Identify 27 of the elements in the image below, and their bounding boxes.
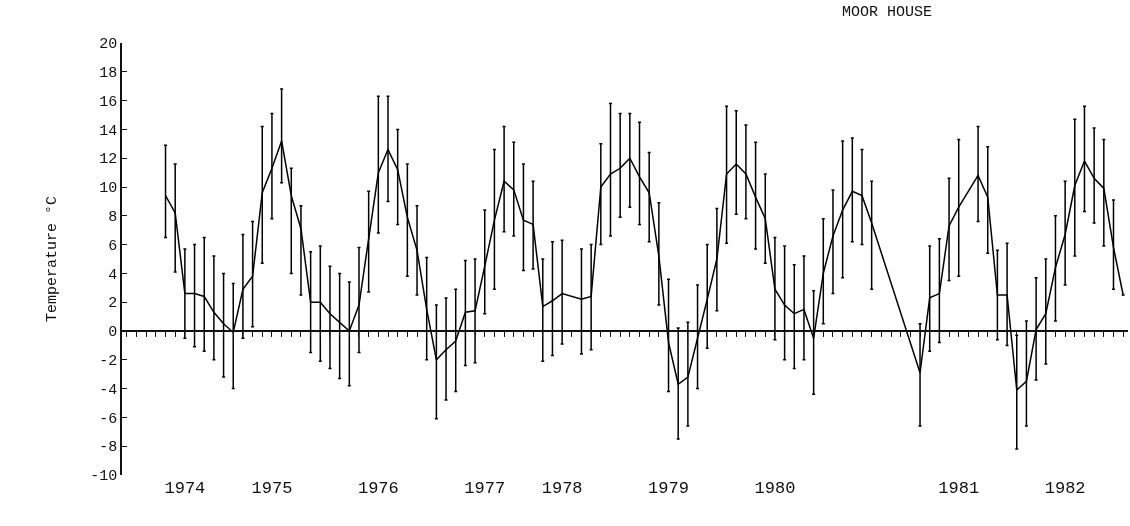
y-tick-label: 20 [99,36,118,54]
y-tick-label: -2 [99,353,118,371]
y-tick-label: 8 [108,209,118,227]
y-tick-label: -10 [90,468,118,486]
y-tick-label: 0 [108,324,118,342]
y-tick-label: 18 [99,65,118,83]
x-tick-label: 1974 [164,479,206,498]
x-tick-label: 1978 [541,479,583,498]
y-tick-label: 16 [99,93,118,111]
y-tick-label: -4 [99,381,118,399]
chart-title: MOOR HOUSE [842,4,933,21]
x-tick-label: 1976 [357,479,399,498]
y-tick-label: -8 [99,439,118,457]
x-tick-label: 1982 [1044,479,1086,498]
y-axis-title: Temperature °C [43,195,61,323]
y-tick-label: 4 [108,266,118,284]
x-tick-label: 1975 [251,479,293,498]
y-tick-label: 6 [108,237,118,255]
x-tick-label: 1977 [464,479,506,498]
y-tick-label: 2 [108,295,118,313]
y-tick-label: 14 [99,122,118,140]
y-tick-label: 10 [99,180,118,198]
x-tick-label: 1980 [754,479,796,498]
y-tick-label: 12 [99,151,118,169]
x-tick-label: 1979 [648,479,689,498]
x-tick-label: 1981 [938,479,980,498]
y-tick-label: -6 [99,410,118,428]
